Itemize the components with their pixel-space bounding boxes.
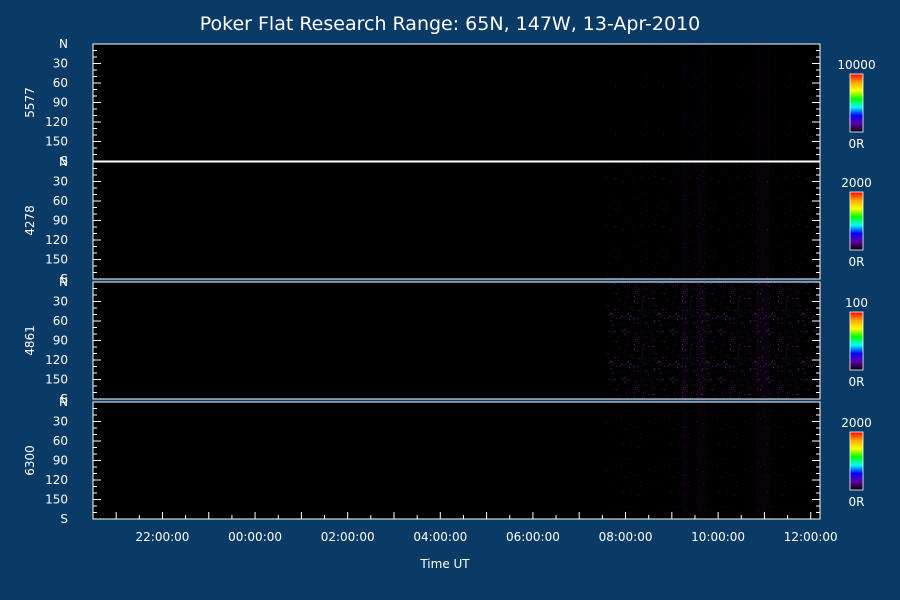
y-tick-label: 90 <box>53 96 68 110</box>
y-tick-label: 150 <box>45 135 68 149</box>
y-tick-label: N <box>59 37 68 51</box>
chart-title: Poker Flat Research Range: 65N, 147W, 13… <box>200 13 701 35</box>
colorbar-min-label: 0R <box>849 495 865 509</box>
y-tick-label: 150 <box>45 493 68 507</box>
emission-streak <box>756 282 771 399</box>
y-tick-label: 120 <box>45 233 68 247</box>
panels-group: N 30 60 90 120 150 S 5577 10000 0R N 30 60 90 120 150 S 4… <box>23 37 876 526</box>
y-tick-label: 60 <box>53 314 68 328</box>
y-tick-label: 30 <box>53 175 68 189</box>
emission-streak <box>696 402 707 519</box>
colorbar-max-label: 2000 <box>841 176 872 190</box>
emission-streak <box>681 402 688 519</box>
x-tick-label: 02:00:00 <box>321 530 375 544</box>
x-tick-label: 06:00:00 <box>506 530 560 544</box>
x-tick-label: 08:00:00 <box>599 530 653 544</box>
y-tick-label: 60 <box>53 194 68 208</box>
y-tick-label: N <box>59 155 68 169</box>
emission-streak <box>681 44 688 161</box>
colorbar-min-label: 0R <box>849 137 865 151</box>
x-tick-label: 10:00:00 <box>691 530 745 544</box>
panel-5577: N 30 60 90 120 150 S 5577 10000 0R <box>23 37 876 168</box>
y-tick-label: 30 <box>53 57 68 71</box>
y-tick-label: 90 <box>53 214 68 228</box>
x-axis-label: Time UT <box>419 557 470 571</box>
emission-streak <box>756 44 771 161</box>
y-tick-label: S <box>60 392 68 406</box>
channel-label: 4861 <box>23 325 37 356</box>
emission-streak <box>696 162 707 279</box>
colorbar-max-label: 2000 <box>841 416 872 430</box>
y-tick-label: 150 <box>45 253 68 267</box>
y-tick-label: 60 <box>53 76 68 90</box>
emission-data-region <box>606 162 820 279</box>
emission-streak <box>696 44 707 161</box>
x-tick-label: 00:00:00 <box>228 530 282 544</box>
panel-6300: N 30 60 90 120 150 S 6300 2000 0R <box>23 395 872 526</box>
y-tick-label: 60 <box>53 434 68 448</box>
emission-streak <box>681 282 688 399</box>
channel-label: 6300 <box>23 445 37 476</box>
y-tick-label: 90 <box>53 334 68 348</box>
y-tick-label: 30 <box>53 415 68 429</box>
y-tick-label: S <box>60 512 68 526</box>
y-tick-label: 120 <box>45 353 68 367</box>
x-tick-label: 22:00:00 <box>136 530 190 544</box>
emission-data-region <box>606 402 820 519</box>
colorbar <box>849 191 864 251</box>
emission-data-region <box>606 282 820 399</box>
emission-data-region <box>606 44 820 161</box>
colorbar-min-label: 0R <box>849 375 865 389</box>
y-tick-label: N <box>59 395 68 409</box>
emission-streak <box>696 282 707 399</box>
y-tick-label: 90 <box>53 454 68 468</box>
colorbar <box>849 311 864 371</box>
y-tick-label: 120 <box>45 115 68 129</box>
emission-streak <box>756 402 771 519</box>
panel-4861: N 30 60 90 120 150 S 4861 100 0R <box>23 275 868 406</box>
emission-streak <box>756 162 771 279</box>
y-tick-label: S <box>60 272 68 286</box>
x-tick-label: 12:00:00 <box>784 530 838 544</box>
colorbar <box>849 73 864 133</box>
y-tick-label: N <box>59 275 68 289</box>
x-axis: 22:00:00 00:00:00 02:00:00 04:00:00 06:00:00… <box>92 512 838 544</box>
emission-streak <box>681 162 688 279</box>
y-tick-label: 150 <box>45 373 68 387</box>
channel-label: 4278 <box>23 205 37 236</box>
colorbar-min-label: 0R <box>849 255 865 269</box>
colorbar-max-label: 10000 <box>837 58 875 72</box>
y-tick-label: 120 <box>45 473 68 487</box>
colorbar <box>849 431 864 491</box>
y-tick-label: S <box>60 154 68 168</box>
x-tick-label: 04:00:00 <box>413 530 467 544</box>
panel-4278: N 30 60 90 120 150 S 4278 2000 0R <box>23 155 872 286</box>
y-tick-label: 30 <box>53 295 68 309</box>
colorbar-max-label: 100 <box>845 296 868 310</box>
channel-label: 5577 <box>23 87 37 118</box>
